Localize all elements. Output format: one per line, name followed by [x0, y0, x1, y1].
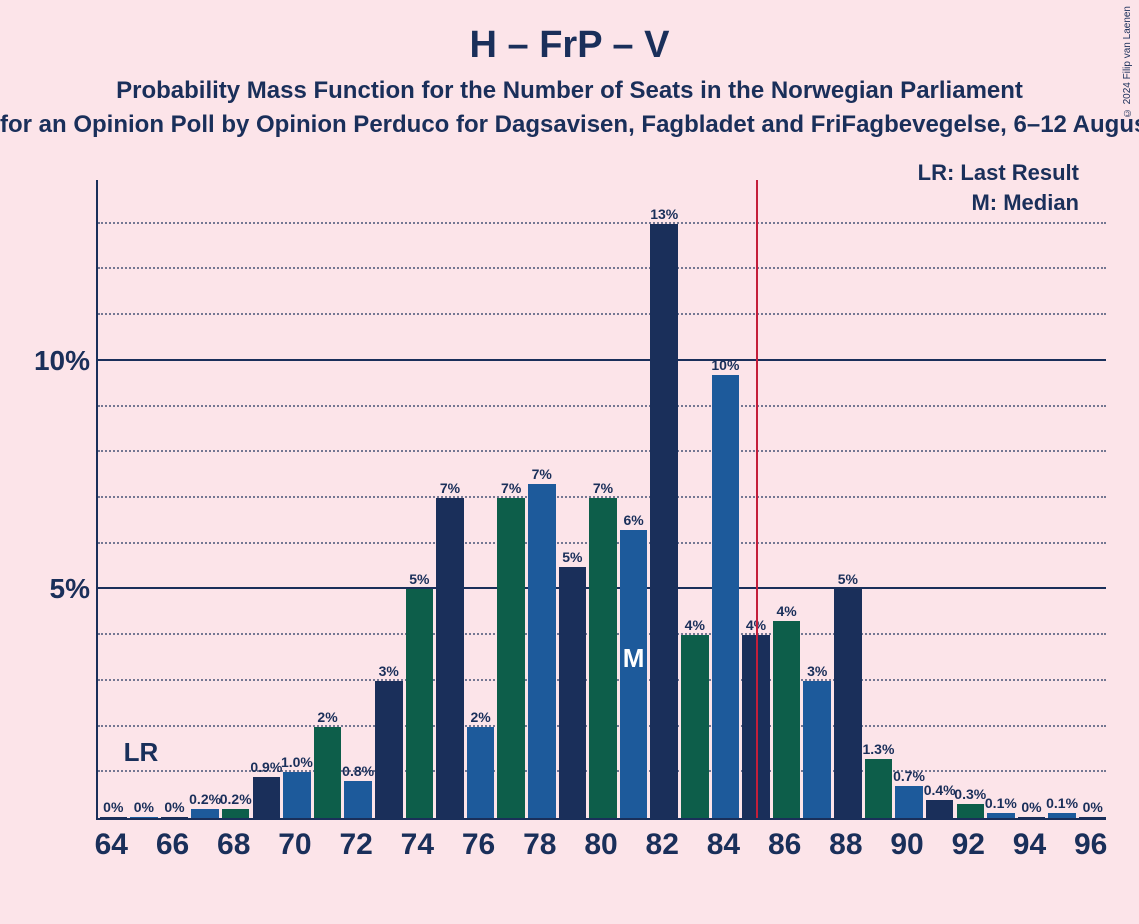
- copyright-text: © 2024 Filip van Laenen: [1122, 6, 1133, 118]
- bar-value-label: 3%: [379, 663, 399, 679]
- bar: 7%: [497, 498, 525, 818]
- bar-value-label: 1.0%: [281, 754, 313, 770]
- x-axis-label: 66: [156, 828, 189, 862]
- bar-value-label: 0.3%: [954, 786, 986, 802]
- bar-value-label: 5%: [409, 571, 429, 587]
- x-axis-label: 68: [217, 828, 250, 862]
- bar: 7%: [436, 498, 464, 818]
- bar: 0%: [161, 817, 189, 818]
- bar: 0.3%: [957, 804, 985, 818]
- bar-value-label: 0%: [1021, 799, 1041, 815]
- bar: 0.1%: [1048, 813, 1076, 818]
- x-axis-label: 78: [523, 828, 556, 862]
- median-marker: M: [623, 643, 645, 674]
- x-axis: 64 66 68 70 72 74 76 78 80 82 84 86 88 90 92 94 96: [96, 828, 1106, 878]
- bar-value-label: 0%: [134, 799, 154, 815]
- chart-subtitle: Probability Mass Function for the Number…: [0, 77, 1139, 105]
- bar: 3%: [803, 681, 831, 818]
- x-axis-label: 76: [462, 828, 495, 862]
- chart-subtitle-2: for an Opinion Poll by Opinion Perduco f…: [0, 111, 1139, 139]
- x-axis-label: 88: [829, 828, 862, 862]
- bar: 0.4%: [926, 800, 954, 818]
- bar: 4%: [773, 621, 801, 818]
- x-axis-label: 84: [707, 828, 740, 862]
- x-axis-label: 94: [1013, 828, 1046, 862]
- x-axis-label: 72: [339, 828, 372, 862]
- bar-value-label: 2%: [470, 709, 490, 725]
- x-axis-label: 90: [890, 828, 923, 862]
- bar-value-label: 0.2%: [220, 791, 252, 807]
- x-axis-label: 70: [278, 828, 311, 862]
- bar-value-label: 2%: [317, 709, 337, 725]
- bar: 3%: [375, 681, 403, 818]
- x-axis-label: 64: [95, 828, 128, 862]
- bar-value-label: 0.4%: [924, 782, 956, 798]
- bar: 6%: [620, 530, 648, 818]
- bar: 7%: [589, 498, 617, 818]
- x-axis-label: 96: [1074, 828, 1107, 862]
- bar: 5%: [834, 589, 862, 818]
- bar: 0.2%: [222, 809, 250, 818]
- bar: 10%: [712, 375, 740, 818]
- bar: 0%: [1018, 817, 1046, 818]
- bar: 4%: [681, 635, 709, 818]
- bar: 2%: [467, 727, 495, 818]
- bar-value-label: 4%: [777, 603, 797, 619]
- chart-area: 5%10%0%0%0%0.2%0.2%0.9%1.0%2%0.8%3%5%7%2…: [96, 180, 1106, 820]
- bar: 0%: [1079, 817, 1107, 818]
- bar-value-label: 0.8%: [342, 763, 374, 779]
- bar-value-label: 4%: [685, 617, 705, 633]
- plot-area: 5%10%0%0%0%0.2%0.2%0.9%1.0%2%0.8%3%5%7%2…: [96, 180, 1106, 820]
- bar-value-label: 7%: [593, 480, 613, 496]
- bar-value-label: 0.1%: [1046, 795, 1078, 811]
- bar: 0%: [100, 817, 128, 818]
- bar: 5%: [406, 589, 434, 818]
- y-axis-label: 5%: [50, 573, 90, 605]
- majority-line: [756, 180, 758, 818]
- x-axis-label: 86: [768, 828, 801, 862]
- x-axis-label: 92: [952, 828, 985, 862]
- bar: 0.7%: [895, 786, 923, 818]
- bar: 5%: [559, 567, 587, 818]
- bar-value-label: 10%: [711, 357, 739, 373]
- bar-value-label: 0.1%: [985, 795, 1017, 811]
- bar: 13%: [650, 224, 678, 818]
- x-axis-label: 80: [584, 828, 617, 862]
- bar-value-label: 0.9%: [250, 759, 282, 775]
- bar-value-label: 6%: [623, 512, 643, 528]
- bar-value-label: 7%: [440, 480, 460, 496]
- bar-value-label: 5%: [838, 571, 858, 587]
- bar: 0.2%: [191, 809, 219, 818]
- bar-value-label: 7%: [501, 480, 521, 496]
- y-axis-label: 10%: [34, 345, 90, 377]
- bar: 2%: [314, 727, 342, 818]
- x-axis-label: 74: [401, 828, 434, 862]
- bar-value-label: 5%: [562, 549, 582, 565]
- bar: 0.8%: [344, 781, 372, 818]
- bar-value-label: 0.7%: [893, 768, 925, 784]
- bar-value-label: 1.3%: [862, 741, 894, 757]
- bar-value-label: 0%: [103, 799, 123, 815]
- bar-value-label: 7%: [532, 466, 552, 482]
- bar-value-label: 0%: [1083, 799, 1103, 815]
- bar: 7%: [528, 484, 556, 818]
- bar: 1.3%: [865, 759, 893, 818]
- bar-value-label: 0%: [164, 799, 184, 815]
- bar: 0.1%: [987, 813, 1015, 818]
- bar: 0.9%: [253, 777, 281, 818]
- lr-marker: LR: [124, 737, 159, 768]
- chart-title: H – FrP – V: [0, 0, 1139, 67]
- bar-value-label: 3%: [807, 663, 827, 679]
- bar-value-label: 0.2%: [189, 791, 221, 807]
- bar: 1.0%: [283, 772, 311, 818]
- x-axis-label: 82: [646, 828, 679, 862]
- bar: 0%: [130, 817, 158, 818]
- bar-value-label: 13%: [650, 206, 678, 222]
